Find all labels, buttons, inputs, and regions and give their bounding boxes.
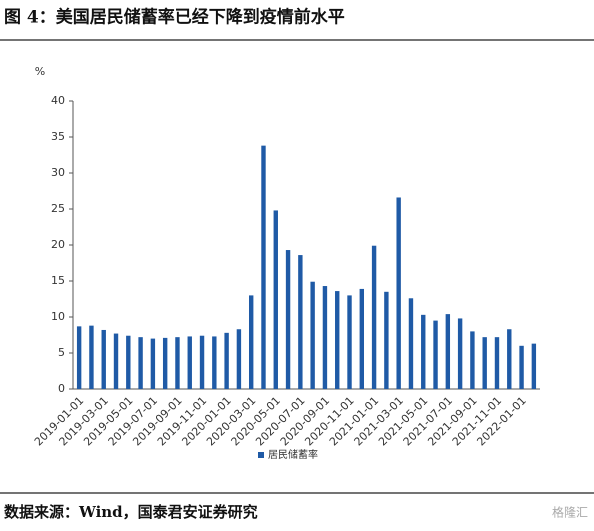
bar [273, 210, 278, 389]
bar [224, 332, 229, 389]
bar [347, 295, 352, 389]
bar [285, 250, 291, 389]
bar [470, 331, 475, 389]
chart-title: 图 4：美国居民储蓄率已经下降到疫情前水平 [4, 7, 345, 28]
bar [298, 255, 303, 389]
bar [359, 288, 365, 389]
bar [150, 338, 156, 389]
bar [138, 337, 143, 389]
bar [371, 245, 377, 389]
legend-swatch [258, 452, 264, 458]
y-tick-label: 30 [51, 166, 65, 179]
bar [261, 145, 266, 389]
y-tick-label: 10 [51, 310, 65, 323]
y-tick-label: 40 [51, 94, 65, 107]
bar [175, 337, 180, 389]
bar [248, 295, 254, 389]
bar [445, 314, 451, 389]
bar [396, 197, 401, 389]
y-tick-label: 20 [51, 238, 65, 251]
y-tick-label: 35 [51, 130, 65, 143]
legend-label: 居民储蓄率 [268, 448, 318, 461]
bar [335, 291, 340, 389]
bar [113, 333, 119, 389]
bar [187, 336, 192, 389]
bar [126, 335, 131, 389]
y-unit: % [35, 65, 45, 78]
bar [76, 326, 82, 389]
bar [519, 345, 524, 389]
bar [212, 336, 217, 389]
bar [101, 329, 106, 389]
watermark: 格隆汇 [552, 505, 588, 520]
bar [384, 291, 389, 389]
y-tick-label: 5 [58, 346, 65, 359]
source: 数据来源：Wind，国泰君安证券研究 [4, 503, 258, 521]
bar [89, 325, 94, 389]
bar [408, 298, 414, 389]
bar [482, 337, 487, 389]
bar [162, 337, 168, 389]
y-tick-label: 0 [58, 382, 65, 395]
bar [310, 281, 315, 389]
bar [494, 337, 500, 389]
y-tick-label: 25 [51, 202, 65, 215]
bar [421, 314, 426, 389]
bar [236, 329, 242, 389]
y-tick-label: 15 [51, 274, 65, 287]
bar [199, 335, 205, 389]
bar [531, 343, 537, 389]
bar [433, 320, 438, 389]
bar [507, 329, 512, 389]
bar [457, 318, 463, 389]
bar [322, 286, 328, 389]
